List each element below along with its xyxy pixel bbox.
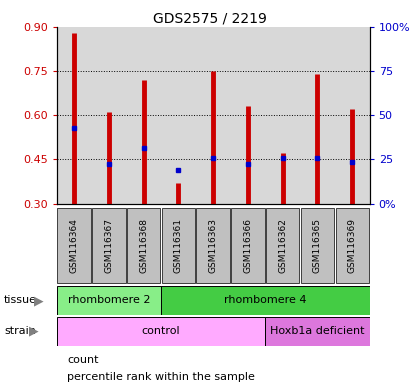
Text: tissue: tissue: [4, 295, 37, 306]
FancyBboxPatch shape: [57, 317, 265, 346]
Text: GSM116363: GSM116363: [209, 218, 218, 273]
Text: GSM116366: GSM116366: [244, 218, 252, 273]
FancyBboxPatch shape: [58, 208, 91, 283]
Text: GSM116367: GSM116367: [104, 218, 113, 273]
FancyBboxPatch shape: [162, 208, 195, 283]
Text: ▶: ▶: [29, 325, 38, 338]
Text: rhombomere 2: rhombomere 2: [68, 295, 150, 306]
FancyBboxPatch shape: [265, 317, 370, 346]
FancyBboxPatch shape: [57, 286, 161, 315]
FancyBboxPatch shape: [197, 208, 230, 283]
FancyBboxPatch shape: [127, 208, 160, 283]
FancyBboxPatch shape: [336, 208, 369, 283]
FancyBboxPatch shape: [231, 208, 265, 283]
Text: percentile rank within the sample: percentile rank within the sample: [67, 372, 255, 382]
Text: GSM116368: GSM116368: [139, 218, 148, 273]
FancyBboxPatch shape: [92, 208, 126, 283]
Text: count: count: [67, 355, 99, 365]
FancyBboxPatch shape: [161, 286, 370, 315]
Text: GSM116365: GSM116365: [313, 218, 322, 273]
Text: GDS2575 / 2219: GDS2575 / 2219: [153, 12, 267, 25]
Text: strain: strain: [4, 326, 36, 336]
Text: rhombomere 4: rhombomere 4: [224, 295, 307, 306]
Text: GSM116361: GSM116361: [174, 218, 183, 273]
Text: Hoxb1a deficient: Hoxb1a deficient: [270, 326, 365, 336]
Text: GSM116362: GSM116362: [278, 218, 287, 273]
FancyBboxPatch shape: [301, 208, 334, 283]
Text: control: control: [142, 326, 180, 336]
Text: GSM116369: GSM116369: [348, 218, 357, 273]
Text: GSM116364: GSM116364: [70, 218, 79, 273]
Text: ▶: ▶: [34, 294, 44, 307]
FancyBboxPatch shape: [266, 208, 299, 283]
